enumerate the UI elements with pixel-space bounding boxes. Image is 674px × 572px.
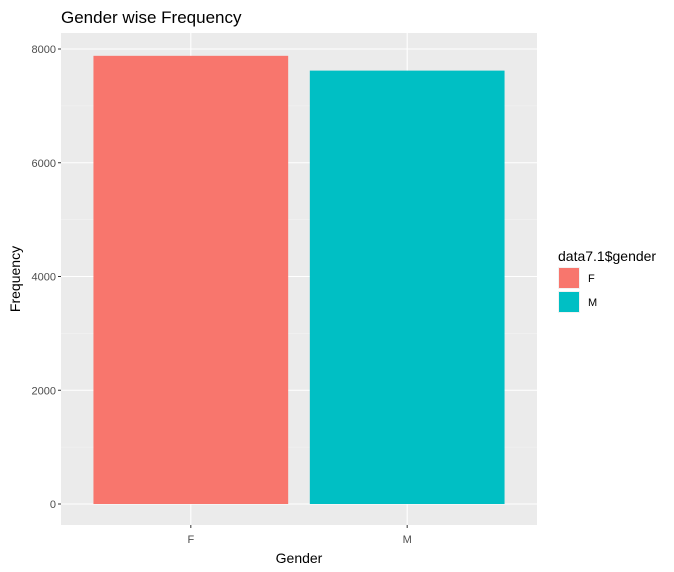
bar-f (93, 55, 289, 504)
legend-label: F (588, 273, 595, 285)
legend-key-m (559, 292, 579, 312)
y-tick-label: 0 (50, 499, 56, 511)
legend-label: M (588, 297, 597, 309)
x-axis-title: Gender (276, 550, 323, 566)
legend: data7.1$gender FM (558, 248, 656, 313)
y-tick-label: 2000 (32, 385, 56, 397)
legend-key-f (559, 268, 579, 288)
y-axis-title: Frequency (7, 246, 23, 312)
x-tick-label: F (187, 534, 194, 546)
y-tick-label: 6000 (32, 158, 56, 170)
bar-m (309, 70, 505, 505)
y-axis: 0 2000 4000 6000 8000 (32, 44, 61, 511)
y-tick-label: 4000 (32, 272, 56, 284)
y-tick-label: 8000 (32, 44, 56, 56)
chart-title: Gender wise Frequency (61, 8, 242, 27)
x-tick-label: M (403, 534, 412, 546)
bars-layer (93, 55, 505, 505)
legend-title: data7.1$gender (558, 248, 656, 264)
